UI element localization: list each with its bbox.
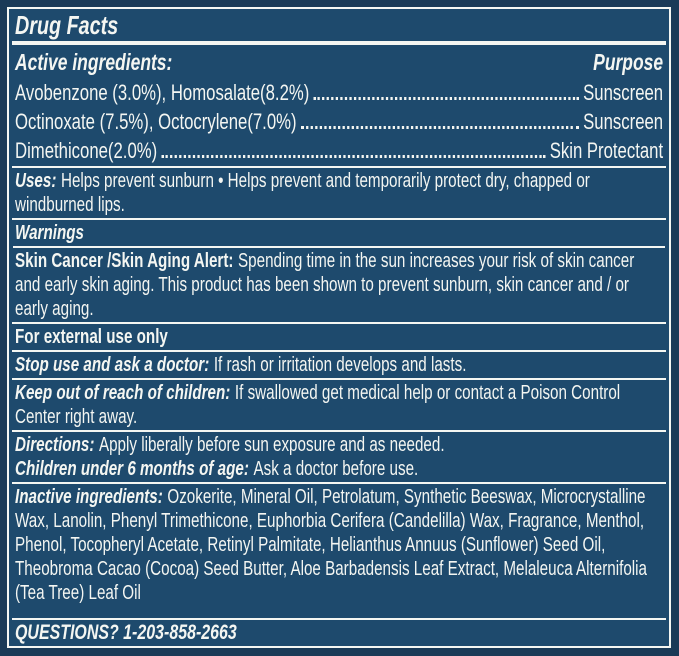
skin-alert-text: Spending time in the sun increases your … bbox=[15, 249, 635, 320]
dot-leader bbox=[301, 126, 579, 129]
dot-leader bbox=[161, 155, 546, 158]
section-divider bbox=[12, 166, 666, 168]
section-divider bbox=[12, 481, 666, 484]
section-divider bbox=[12, 377, 666, 380]
warnings-heading: Warnings bbox=[15, 222, 84, 244]
children-text: Ask a doctor before use. bbox=[253, 457, 419, 480]
purpose-heading: Purpose bbox=[593, 49, 664, 75]
ingredient-purpose: Sunscreen bbox=[583, 80, 664, 105]
section-divider bbox=[12, 618, 666, 620]
directions-text: Apply liberally before sun exposure and … bbox=[98, 433, 445, 456]
inactive-ingredients-text: Ozokerite, Mineral Oil, Petrolatum, Synt… bbox=[15, 485, 647, 604]
external-use-section: For external use only bbox=[9, 324, 669, 350]
uses-section: Uses: Helps prevent sunburn • Helps preve… bbox=[9, 168, 669, 218]
ingredient-purpose: Sunscreen bbox=[583, 109, 664, 134]
stop-use-text: If rash or irritation develops and lasts… bbox=[213, 353, 467, 376]
section-divider bbox=[12, 41, 666, 45]
section-divider bbox=[12, 349, 666, 352]
skin-alert-section: Skin Cancer /Skin Aging Alert: Spending t… bbox=[9, 248, 669, 322]
section-divider bbox=[12, 218, 666, 220]
inactive-ingredients-label: Inactive ingredients: bbox=[15, 485, 163, 508]
keep-out-text: If swallowed get medical help or contact… bbox=[15, 381, 621, 428]
keep-out-section: Keep out of reach of children: If swallow… bbox=[9, 380, 669, 430]
children-label: Children under 6 months of age: bbox=[15, 457, 249, 480]
ingredient-name: Avobenzone (3.0%), Homosalate(8.2%) bbox=[15, 80, 310, 105]
dot-leader bbox=[313, 97, 579, 100]
skin-alert-label: Skin Cancer /Skin Aging Alert: bbox=[15, 249, 234, 272]
active-ingredients-header: Active ingredients: Purpose bbox=[15, 46, 663, 78]
active-ingredient-row: Octinoxate (7.5%), Octocrylene(7.0%) Sun… bbox=[15, 107, 663, 136]
section-divider-thin bbox=[13, 246, 665, 248]
directions-label: Directions: bbox=[15, 433, 95, 456]
stop-use-section: Stop use and ask a doctor: If rash or irr… bbox=[9, 352, 669, 378]
inactive-ingredients-section: Inactive ingredients: Ozokerite, Mineral … bbox=[9, 484, 669, 619]
questions-text: QUESTIONS? 1-203-858-2663 bbox=[15, 621, 237, 644]
active-ingredient-row: Avobenzone (3.0%), Homosalate(8.2%) Suns… bbox=[15, 78, 663, 107]
external-use-text: For external use only bbox=[15, 325, 168, 348]
page-title: Drug Facts bbox=[15, 10, 119, 40]
label-frame: Drug Facts Active ingredients: Purpose A… bbox=[7, 7, 671, 648]
active-ingredients-heading: Active ingredients: bbox=[15, 49, 173, 75]
directions-section: Directions: Apply liberally before sun ex… bbox=[9, 432, 669, 482]
keep-out-label: Keep out of reach of children: bbox=[15, 381, 231, 404]
uses-label: Uses: bbox=[15, 170, 57, 192]
questions-section: QUESTIONS? 1-203-858-2663 bbox=[9, 620, 669, 646]
title-section: Drug Facts bbox=[9, 9, 669, 41]
active-ingredients-section: Active ingredients: Purpose Avobenzone (… bbox=[9, 45, 669, 166]
stop-use-label: Stop use and ask a doctor: bbox=[15, 353, 210, 376]
active-ingredient-row: Dimethicone(2.0%) Skin Protectant bbox=[15, 136, 663, 165]
warnings-heading-section: Warnings bbox=[9, 220, 669, 246]
section-divider bbox=[12, 321, 666, 324]
uses-text: Helps prevent sunburn • Helps prevent an… bbox=[15, 170, 590, 216]
ingredient-name: Dimethicone(2.0%) bbox=[15, 138, 158, 163]
section-divider bbox=[12, 429, 666, 432]
ingredient-purpose: Skin Protectant bbox=[549, 138, 664, 163]
ingredient-name: Octinoxate (7.5%), Octocrylene(7.0%) bbox=[15, 109, 297, 134]
